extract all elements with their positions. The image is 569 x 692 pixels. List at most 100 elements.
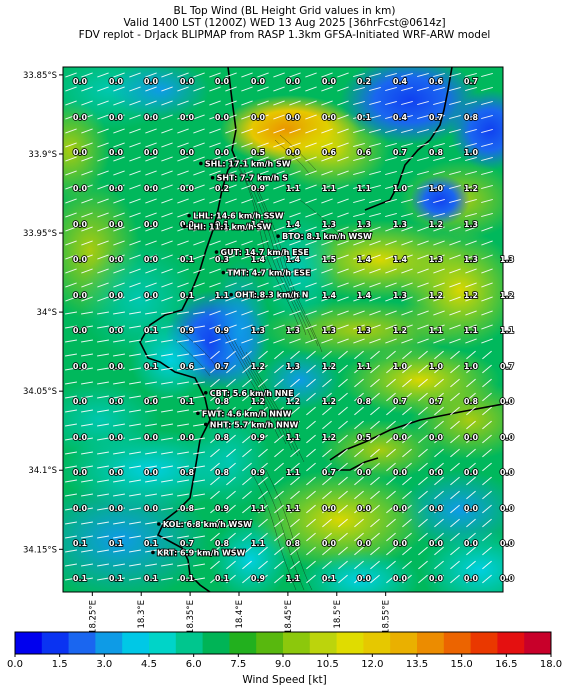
wind-arrow xyxy=(481,212,493,218)
wind-arrow xyxy=(65,563,77,567)
wind-arrow xyxy=(113,535,125,539)
grid-value: 1.1 xyxy=(251,291,266,300)
wind-arrow xyxy=(225,128,237,134)
wind-arrow xyxy=(193,507,205,511)
wind-arrow xyxy=(226,504,236,514)
colorbar-tick-label: 18.0 xyxy=(539,659,563,670)
wind-arrow xyxy=(129,381,141,385)
grid-value: 0.1 xyxy=(73,539,88,548)
wind-arrow xyxy=(226,392,236,402)
wind-arrow xyxy=(274,532,284,542)
grid-value: 0.1 xyxy=(180,291,195,300)
map-axes: 33.85°S 33.9°S 33.95°S 34°S 34.05°S 34.1°S 34.… xyxy=(23,71,392,634)
grid-value: 1.1 xyxy=(286,468,301,477)
wind-arrow xyxy=(402,560,412,570)
wind-arrow xyxy=(353,282,365,288)
wind-arrow xyxy=(322,406,332,416)
wind-arrow xyxy=(97,535,109,539)
wind-arrow xyxy=(321,142,333,148)
wind-arrow xyxy=(241,142,253,148)
grid-value: 0.0 xyxy=(144,184,159,193)
wind-arrow xyxy=(385,100,397,106)
wind-arrow xyxy=(433,226,445,232)
wind-arrow xyxy=(465,212,477,218)
wind-arrow xyxy=(385,268,397,274)
wind-arrow xyxy=(385,156,397,162)
wind-arrow xyxy=(177,72,189,78)
wind-arrow xyxy=(353,310,365,316)
wind-arrow xyxy=(145,577,157,581)
wind-arrow xyxy=(257,100,269,106)
wind-arrow xyxy=(113,451,125,455)
grid-value: 0.1 xyxy=(357,113,372,122)
wind-arrow xyxy=(290,546,300,556)
wind-arrow xyxy=(226,462,236,472)
wind-arrow xyxy=(369,184,381,190)
grid-value: 0.8 xyxy=(215,468,230,477)
wind-arrow xyxy=(225,324,237,330)
wind-arrow xyxy=(129,423,141,427)
grid-value: 0.8 xyxy=(464,113,479,122)
wind-arrow xyxy=(466,420,476,430)
wind-arrow xyxy=(450,504,460,514)
wind-arrow xyxy=(321,72,333,78)
wind-arrow xyxy=(433,86,445,92)
wind-arrow xyxy=(177,549,189,553)
grid-value: 0.0 xyxy=(429,433,444,442)
wind-arrow xyxy=(417,198,429,204)
wind-arrow xyxy=(353,156,365,162)
wind-arrow xyxy=(289,254,301,260)
wind-arrow xyxy=(353,170,365,176)
wind-arrow xyxy=(290,350,300,360)
station-dot xyxy=(196,411,200,416)
wind-arrow xyxy=(193,170,205,176)
grid-value: 1.1 xyxy=(322,184,337,193)
wind-arrow xyxy=(129,521,141,525)
wind-arrow xyxy=(81,198,93,204)
grid-value: 0.6 xyxy=(322,148,337,157)
wind-arrow xyxy=(338,574,348,584)
station-dot xyxy=(199,161,203,166)
wind-arrow xyxy=(465,296,477,302)
wind-arrow xyxy=(466,434,476,444)
wind-arrow xyxy=(129,156,141,162)
grid-value: 0.6 xyxy=(357,148,372,157)
colorbar-tick-label: 16.5 xyxy=(495,659,518,670)
wind-arrow xyxy=(450,392,460,402)
wind-arrow xyxy=(113,521,125,525)
wind-arrow xyxy=(417,156,429,162)
wind-arrow xyxy=(450,350,460,360)
colorbar-label: Wind Speed [kt] xyxy=(242,674,327,686)
wind-arrow xyxy=(385,86,397,92)
wind-arrow xyxy=(258,518,268,528)
wind-arrow xyxy=(289,324,301,330)
wind-arrow xyxy=(401,268,413,274)
wind-arrow xyxy=(145,198,157,204)
wind-arrow xyxy=(258,532,268,542)
wind-arrow xyxy=(450,546,460,556)
wind-arrow xyxy=(257,296,269,302)
grid-value: 0.3 xyxy=(215,255,229,264)
lon-tick-label: 18.35°E xyxy=(186,600,196,634)
grid-value: 0.0 xyxy=(109,504,124,513)
grid-value: 0.0 xyxy=(464,468,479,477)
wind-arrow xyxy=(145,325,157,329)
grid-value: 0.0 xyxy=(109,220,124,229)
wind-arrow xyxy=(258,462,268,472)
wind-arrow xyxy=(81,479,93,483)
grid-value: 0.7 xyxy=(429,397,443,406)
wind-arrow xyxy=(113,184,125,190)
wind-arrow xyxy=(225,296,237,302)
wind-arrow xyxy=(129,128,141,134)
wind-arrow xyxy=(193,395,205,399)
wind-arrow xyxy=(193,296,205,302)
wind-arrow xyxy=(418,560,428,570)
wind-arrow xyxy=(81,325,93,329)
wind-arrow xyxy=(177,100,189,106)
wind-arrow xyxy=(65,128,77,134)
wind-arrow xyxy=(481,226,493,232)
wind-arrow xyxy=(65,240,77,246)
wind-arrow xyxy=(242,462,252,472)
wind-arrow xyxy=(65,367,77,371)
wind-arrow xyxy=(257,240,269,246)
